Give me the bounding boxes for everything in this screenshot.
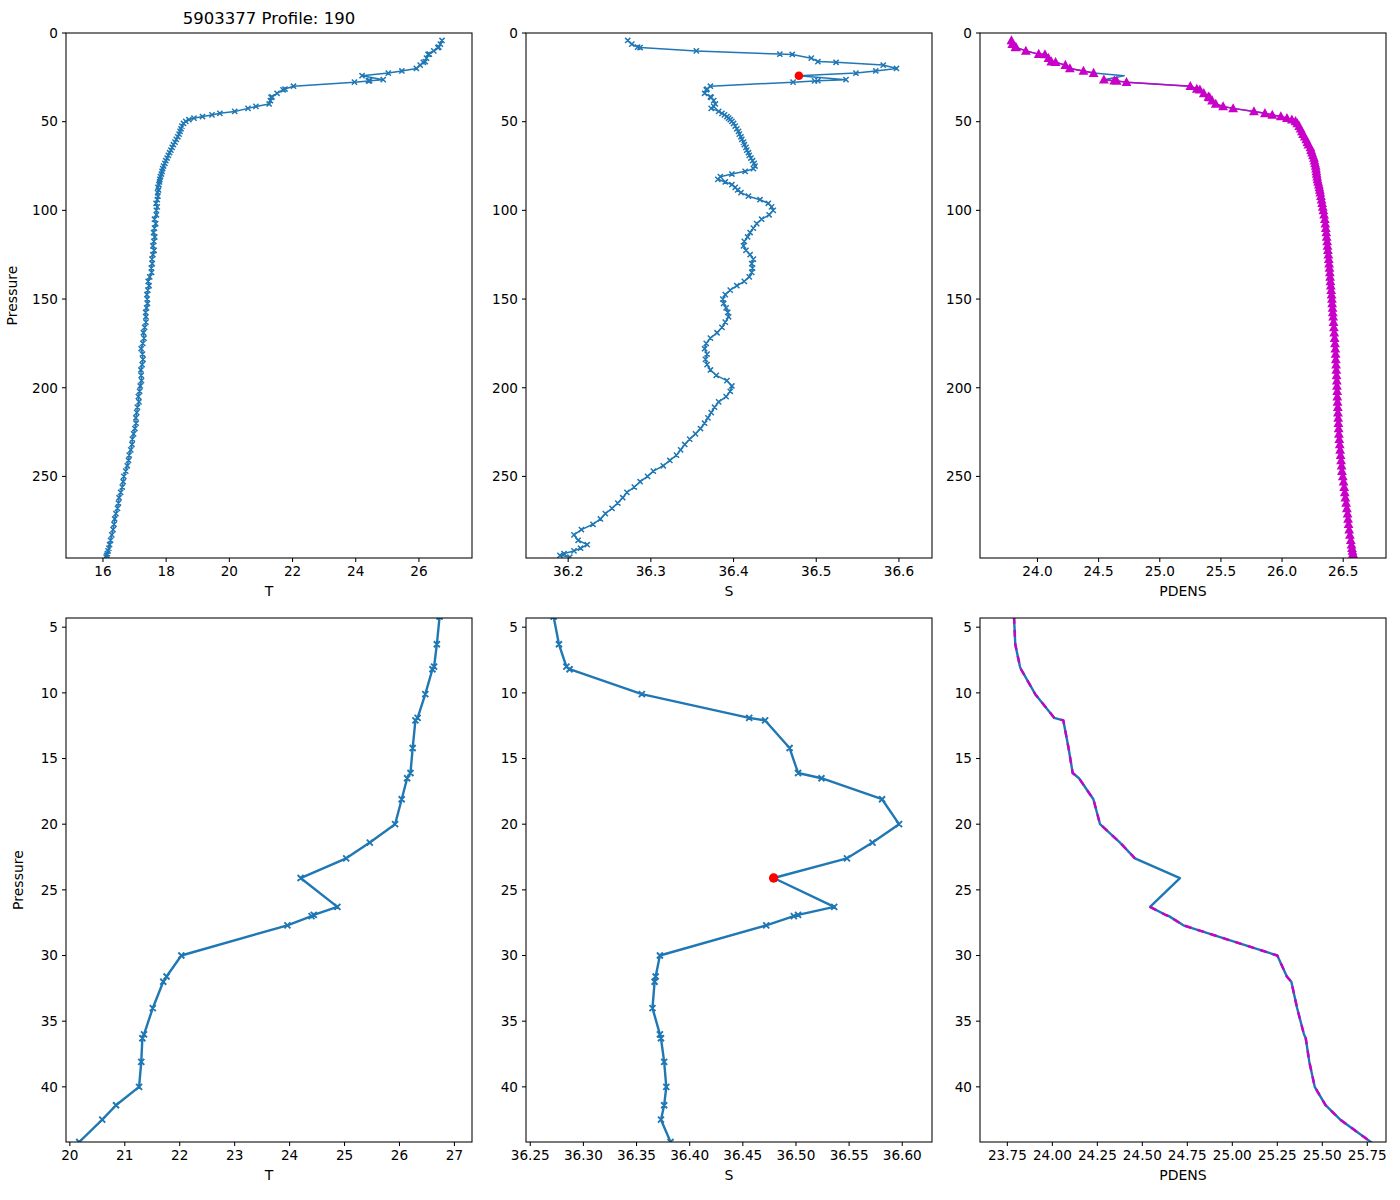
y-tick-label: 0 bbox=[509, 25, 518, 41]
x-tick-label: 24.25 bbox=[1078, 1147, 1117, 1163]
y-tick-label: 15 bbox=[41, 750, 58, 766]
x-tick-label: 36.25 bbox=[511, 1147, 550, 1163]
y-tick-label: 5 bbox=[49, 619, 58, 635]
x-tick-label: 36.45 bbox=[723, 1147, 762, 1163]
x-tick-label: 25.0 bbox=[1145, 563, 1175, 579]
y-tick-label: 100 bbox=[946, 202, 972, 218]
x-axis-label: PDENS bbox=[1159, 583, 1207, 599]
y-tick-label: 150 bbox=[32, 291, 58, 307]
y-tick-label: 40 bbox=[501, 1079, 518, 1095]
y-tick-label: 5 bbox=[509, 619, 518, 635]
x-tick-label: 25 bbox=[336, 1147, 353, 1163]
figure-background bbox=[0, 0, 1400, 1200]
y-tick-label: 25 bbox=[955, 882, 972, 898]
y-tick-label: 40 bbox=[41, 1079, 58, 1095]
x-tick-label: 24 bbox=[281, 1147, 298, 1163]
y-tick-label: 20 bbox=[955, 816, 972, 832]
x-tick-label: 18 bbox=[158, 563, 175, 579]
figure-title: 5903377 Profile: 190 bbox=[183, 9, 355, 28]
x-tick-label: 36.5 bbox=[801, 563, 831, 579]
x-tick-label: 36.30 bbox=[564, 1147, 603, 1163]
y-tick-label: 30 bbox=[955, 947, 972, 963]
x-axis-label: S bbox=[725, 583, 734, 599]
x-tick-label: 36.35 bbox=[617, 1147, 656, 1163]
y-tick-label: 200 bbox=[32, 380, 58, 396]
x-tick-label: 36.60 bbox=[883, 1147, 922, 1163]
y-tick-label: 10 bbox=[41, 685, 58, 701]
y-tick-label: 15 bbox=[955, 750, 972, 766]
x-tick-label: 25.00 bbox=[1213, 1147, 1252, 1163]
x-tick-label: 23 bbox=[226, 1147, 243, 1163]
y-tick-label: 250 bbox=[492, 468, 518, 484]
figure-canvas: 161820222426050100150200250TPressure5903… bbox=[0, 0, 1400, 1200]
x-tick-label: 26 bbox=[391, 1147, 408, 1163]
x-tick-label: 21 bbox=[116, 1147, 133, 1163]
y-tick-label: 20 bbox=[501, 816, 518, 832]
y-axis-label: Pressure bbox=[4, 266, 20, 326]
y-tick-label: 100 bbox=[32, 202, 58, 218]
y-tick-label: 40 bbox=[955, 1079, 972, 1095]
y-tick-label: 0 bbox=[49, 25, 58, 41]
x-tick-label: 27 bbox=[446, 1147, 463, 1163]
y-tick-label: 5 bbox=[963, 619, 972, 635]
y-tick-label: 200 bbox=[492, 380, 518, 396]
y-tick-label: 50 bbox=[41, 113, 58, 129]
x-tick-label: 26.0 bbox=[1267, 563, 1297, 579]
y-tick-label: 20 bbox=[41, 816, 58, 832]
x-tick-label: 23.75 bbox=[988, 1147, 1027, 1163]
y-tick-label: 200 bbox=[946, 380, 972, 396]
y-tick-label: 30 bbox=[41, 947, 58, 963]
x-tick-label: 16 bbox=[94, 563, 111, 579]
x-tick-label: 36.2 bbox=[553, 563, 583, 579]
y-tick-label: 10 bbox=[955, 685, 972, 701]
x-tick-label: 25.5 bbox=[1206, 563, 1236, 579]
x-tick-label: 24.50 bbox=[1123, 1147, 1162, 1163]
x-tick-label: 26 bbox=[410, 563, 427, 579]
x-tick-label: 36.50 bbox=[776, 1147, 815, 1163]
y-tick-label: 50 bbox=[501, 113, 518, 129]
x-tick-label: 36.4 bbox=[718, 563, 748, 579]
y-tick-label: 25 bbox=[501, 882, 518, 898]
x-tick-label: 36.6 bbox=[884, 563, 914, 579]
x-tick-label: 20 bbox=[221, 563, 238, 579]
x-tick-label: 24.0 bbox=[1022, 563, 1052, 579]
x-tick-label: 20 bbox=[61, 1147, 78, 1163]
x-tick-label: 25.25 bbox=[1258, 1147, 1297, 1163]
x-tick-label: 25.50 bbox=[1303, 1147, 1342, 1163]
flagged-sample-dot bbox=[769, 873, 778, 882]
y-tick-label: 250 bbox=[946, 468, 972, 484]
x-tick-label: 24.5 bbox=[1083, 563, 1113, 579]
x-tick-label: 36.55 bbox=[830, 1147, 869, 1163]
y-tick-label: 35 bbox=[955, 1013, 972, 1029]
y-axis-label: Pressure bbox=[10, 850, 26, 910]
y-tick-label: 100 bbox=[492, 202, 518, 218]
y-tick-label: 15 bbox=[501, 750, 518, 766]
x-tick-label: 24.00 bbox=[1033, 1147, 1072, 1163]
x-tick-label: 22 bbox=[284, 563, 301, 579]
y-tick-label: 10 bbox=[501, 685, 518, 701]
y-tick-label: 150 bbox=[492, 291, 518, 307]
x-axis-label: S bbox=[725, 1167, 734, 1183]
y-tick-label: 35 bbox=[501, 1013, 518, 1029]
y-tick-label: 50 bbox=[955, 113, 972, 129]
x-axis-label: PDENS bbox=[1159, 1167, 1207, 1183]
x-tick-label: 36.3 bbox=[636, 563, 666, 579]
flagged-sample-dot bbox=[795, 71, 804, 80]
profile-figure: 161820222426050100150200250TPressure5903… bbox=[0, 0, 1400, 1200]
y-tick-label: 35 bbox=[41, 1013, 58, 1029]
x-tick-label: 26.5 bbox=[1328, 563, 1358, 579]
x-tick-label: 36.40 bbox=[670, 1147, 709, 1163]
x-tick-label: 24 bbox=[347, 563, 364, 579]
y-tick-label: 150 bbox=[946, 291, 972, 307]
x-axis-label: T bbox=[264, 583, 274, 599]
x-tick-label: 22 bbox=[171, 1147, 188, 1163]
y-tick-label: 30 bbox=[501, 947, 518, 963]
y-tick-label: 250 bbox=[32, 468, 58, 484]
y-tick-label: 0 bbox=[963, 25, 972, 41]
x-tick-label: 25.75 bbox=[1348, 1147, 1387, 1163]
x-axis-label: T bbox=[264, 1167, 274, 1183]
x-tick-label: 24.75 bbox=[1168, 1147, 1207, 1163]
y-tick-label: 25 bbox=[41, 882, 58, 898]
